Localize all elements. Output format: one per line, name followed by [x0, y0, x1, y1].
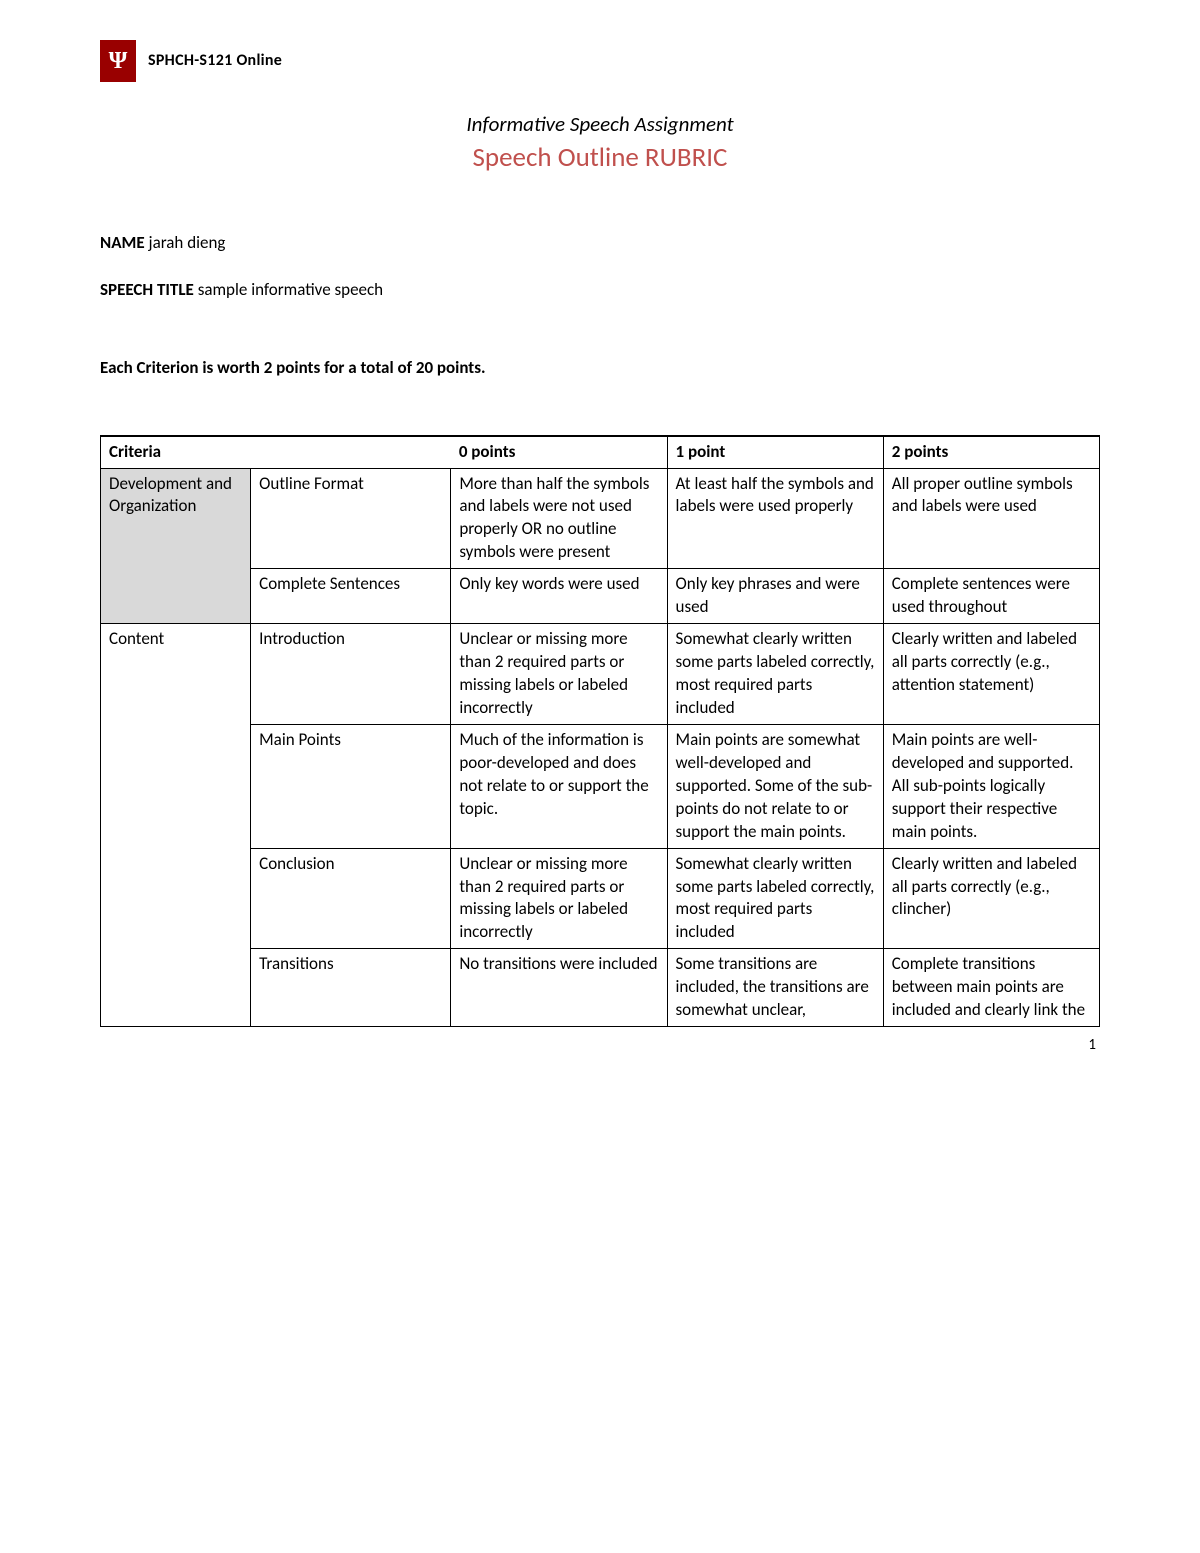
points-total: 20	[416, 357, 433, 378]
name-line: NAME jarah dieng	[100, 232, 1100, 255]
course-code: SPHCH-S121 Online	[148, 50, 282, 72]
points0-cell: Unclear or missing more than 2 required …	[451, 848, 667, 949]
points1-cell: Some transitions are included, the trans…	[667, 949, 883, 1027]
criterion-cell: Complete Sentences	[251, 569, 451, 624]
table-row: Main Points Much of the information is p…	[101, 724, 1100, 848]
points0-cell: No transitions were included	[451, 949, 667, 1027]
header-2-points: 2 points	[883, 436, 1099, 468]
table-row: Complete Sentences Only key words were u…	[101, 569, 1100, 624]
points-suffix: points.	[433, 357, 485, 378]
points1-cell: Main points are somewhat well-developed …	[667, 724, 883, 848]
table-row: Transitions No transitions were included…	[101, 949, 1100, 1027]
points1-cell: Somewhat clearly written some parts labe…	[667, 624, 883, 725]
document-header: Ψ SPHCH-S121 Online	[100, 40, 1100, 82]
points1-cell: Somewhat clearly written some parts labe…	[667, 848, 883, 949]
speech-title-line: SPEECH TITLE sample informative speech	[100, 279, 1100, 302]
table-row: Conclusion Unclear or missing more than …	[101, 848, 1100, 949]
rubric-subtitle: Speech Outline RUBRIC	[100, 140, 1100, 176]
category-cell: Content	[101, 624, 251, 1027]
assignment-title: Informative Speech Assignment	[100, 110, 1100, 138]
points2-cell: All proper outline symbols and labels we…	[883, 468, 1099, 569]
category-cell: Development and Organization	[101, 468, 251, 624]
points1-cell: At least half the symbols and labels wer…	[667, 468, 883, 569]
points1-cell: Only key phrases and were used	[667, 569, 883, 624]
rubric-body: Development and Organization Outline For…	[101, 468, 1100, 1027]
points2-cell: Complete sentences were used throughout	[883, 569, 1099, 624]
header-0-points: 0 points	[451, 436, 667, 468]
name-label: NAME	[100, 232, 145, 253]
header-1-point: 1 point	[667, 436, 883, 468]
table-row: Development and Organization Outline For…	[101, 468, 1100, 569]
points0-cell: Only key words were used	[451, 569, 667, 624]
points2-cell: Clearly written and labeled all parts co…	[883, 624, 1099, 725]
points0-cell: Unclear or missing more than 2 required …	[451, 624, 667, 725]
speech-title-label: SPEECH TITLE	[100, 279, 194, 300]
points0-cell: More than half the symbols and labels we…	[451, 468, 667, 569]
points0-cell: Much of the information is poor-develope…	[451, 724, 667, 848]
page-number: 1	[100, 1035, 1100, 1055]
points-instruction: Each Criterion is worth 2 points for a t…	[100, 357, 1100, 380]
criterion-cell: Introduction	[251, 624, 451, 725]
rubric-table: Criteria 0 points 1 point 2 points Devel…	[100, 435, 1100, 1028]
name-value: jarah dieng	[149, 232, 226, 253]
points2-cell: Main points are well-developed and suppo…	[883, 724, 1099, 848]
table-row: Content Introduction Unclear or missing …	[101, 624, 1100, 725]
criterion-cell: Main Points	[251, 724, 451, 848]
criterion-cell: Outline Format	[251, 468, 451, 569]
iu-logo: Ψ	[100, 40, 136, 82]
table-header-row: Criteria 0 points 1 point 2 points	[101, 436, 1100, 468]
header-criteria: Criteria	[101, 436, 451, 468]
points-prefix: Each Criterion is worth 2 points for a t…	[100, 357, 416, 378]
speech-title-value: sample informative speech	[198, 279, 383, 300]
points2-cell: Clearly written and labeled all parts co…	[883, 848, 1099, 949]
points2-cell: Complete transitions between main points…	[883, 949, 1099, 1027]
logo-symbol: Ψ	[109, 49, 128, 73]
criterion-cell: Conclusion	[251, 848, 451, 949]
criterion-cell: Transitions	[251, 949, 451, 1027]
